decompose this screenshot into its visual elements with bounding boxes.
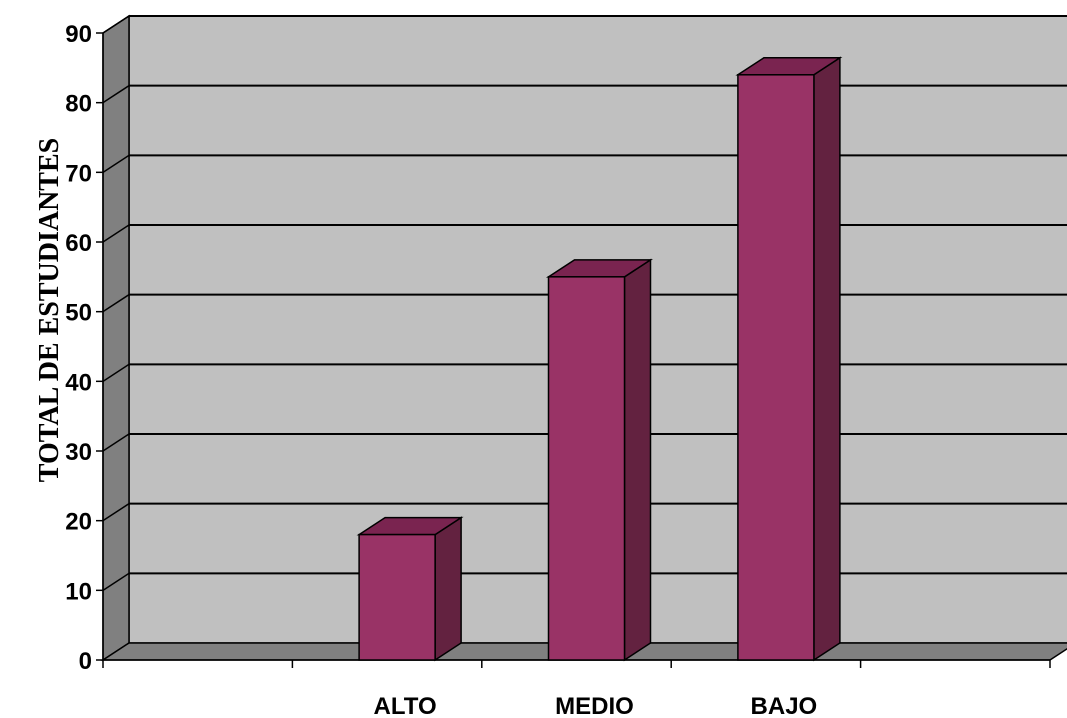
gridline-side [102, 85, 130, 104]
x-label-bajo: BAJO [751, 693, 818, 718]
gridline-side [102, 572, 130, 591]
x-label-medio: MEDIO [555, 693, 634, 718]
y-tick-label: 0 [79, 648, 92, 675]
gridline-side [102, 15, 130, 34]
side-wall [102, 14, 130, 662]
bar-alto [358, 533, 436, 661]
y-tick-label: 80 [65, 91, 92, 118]
gridline-side [102, 503, 130, 522]
gridline-side [102, 433, 130, 452]
y-tick-label: 10 [65, 578, 92, 605]
gridline-side [102, 224, 130, 243]
y-tick-label: 70 [65, 160, 92, 187]
bar-side [434, 516, 462, 662]
bars [356, 56, 843, 662]
x-label-alto: ALTO [374, 693, 437, 718]
y-tick-label: 90 [65, 21, 92, 48]
y-tick-label: 20 [65, 509, 92, 536]
y-tick-label: 60 [65, 230, 92, 257]
x-category-labels: ALTO MEDIO BAJO [374, 693, 818, 718]
bar-medio [547, 276, 626, 661]
y-tick-label: 40 [65, 369, 92, 396]
y-axis-title: TOTAL DE ESTUDIANTES [34, 138, 65, 482]
gridline-side [102, 363, 130, 382]
y-tick-label: 50 [65, 300, 92, 327]
y-tick-labels: 0 10 20 30 40 50 60 70 80 90 [65, 21, 92, 675]
gridline-side [102, 294, 130, 313]
bar-side [813, 56, 841, 662]
bar-side [623, 258, 652, 662]
y-tick-label: 30 [65, 439, 92, 466]
gridline-side [102, 154, 130, 173]
bar-bajo [737, 74, 815, 661]
